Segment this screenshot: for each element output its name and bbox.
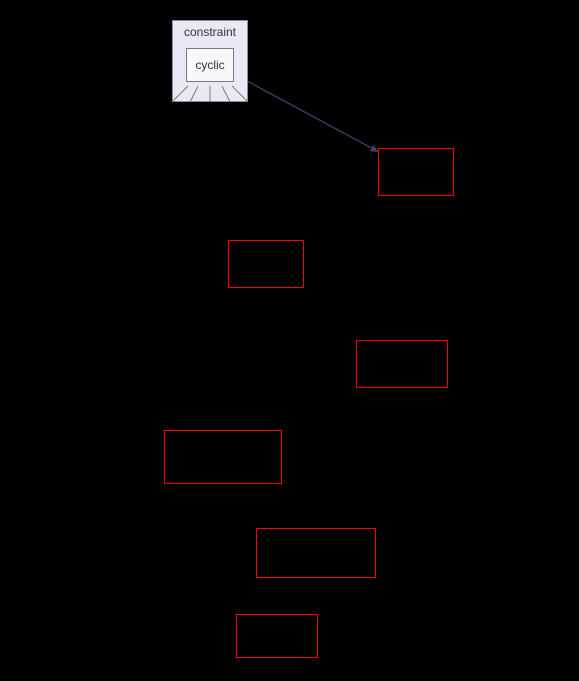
node-red-2[interactable] <box>228 240 304 288</box>
node-cyclic-label: cyclic <box>195 58 224 72</box>
node-red-3[interactable] <box>356 340 448 388</box>
node-red-4[interactable] <box>164 430 282 484</box>
node-red-6[interactable] <box>236 614 318 658</box>
node-red-1[interactable] <box>378 148 454 196</box>
diagram-canvas: constraint cyclic <box>0 0 579 681</box>
edge-layer <box>0 0 579 681</box>
node-red-5[interactable] <box>256 528 376 578</box>
group-constraint-label: constraint <box>184 25 236 39</box>
node-cyclic[interactable]: cyclic <box>186 48 234 82</box>
